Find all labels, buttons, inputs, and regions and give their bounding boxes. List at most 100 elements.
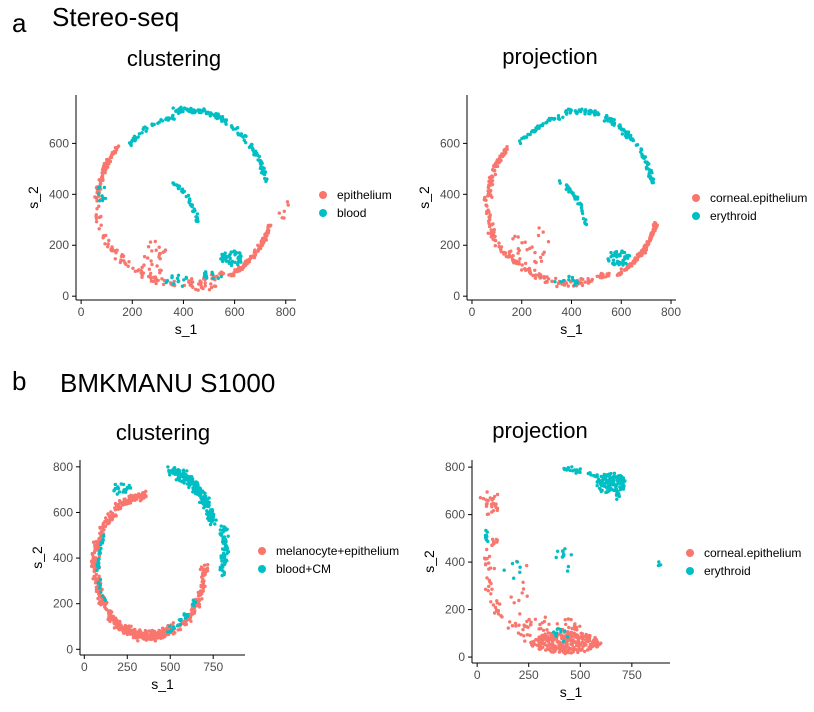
b-projection-x-tick-label: 500 (570, 668, 590, 682)
a-projection-point-1 (634, 143, 639, 147)
b-clustering-point-0 (104, 519, 108, 524)
b-projection-point-0 (589, 645, 593, 649)
a-projection-point-1 (625, 256, 630, 260)
a-clustering-point-0 (99, 214, 103, 219)
a-projection-point-1 (571, 192, 575, 196)
b-clustering-point-1 (117, 490, 122, 494)
b-projection-point-1 (599, 474, 603, 479)
b-projection-point-0 (539, 647, 543, 651)
a-projection-point-0 (586, 277, 590, 281)
a-projection-point-0 (632, 261, 637, 265)
a-clustering-point-1 (260, 165, 265, 170)
b-clustering-point-0 (134, 636, 138, 640)
a-clustering-point-0 (103, 242, 107, 246)
b-clustering-point-0 (91, 540, 96, 544)
a-projection-point-0 (487, 183, 491, 187)
b-projection-point-1 (566, 466, 570, 470)
b-clustering-point-0 (133, 630, 137, 634)
a-clustering-point-0 (227, 273, 231, 277)
b-clustering-point-1 (99, 590, 103, 594)
a-clustering-point-1 (180, 187, 185, 191)
a-projection-point-0 (566, 284, 570, 288)
a-projection-point-1 (532, 128, 536, 133)
a-clustering-point-0 (212, 284, 217, 288)
a-projection-point-0 (489, 230, 494, 235)
b-projection-point-0 (487, 554, 492, 559)
a-projection-point-0 (537, 272, 541, 276)
b-projection-point-0 (487, 578, 491, 582)
b-clustering-point-0 (116, 505, 121, 509)
a-clustering-point-1 (218, 115, 222, 119)
b-projection-point-1 (561, 549, 565, 554)
b-projection-point-0 (574, 643, 579, 648)
a-clustering-point-1 (129, 140, 134, 144)
b-projection-point-0 (481, 496, 486, 501)
b-clustering-point-0 (171, 621, 175, 625)
b-projection-point-0 (533, 642, 537, 646)
b-clustering-y-tick-label: 0 (66, 642, 73, 656)
b-projection-point-0 (551, 646, 556, 651)
b-projection-point-0 (521, 587, 526, 591)
b-projection-y-tick-label: 600 (445, 508, 465, 522)
a-clustering-point-1 (165, 116, 169, 120)
a-clustering-point-0 (265, 229, 269, 234)
b-clustering-point-1 (187, 478, 192, 483)
b-clustering-point-0 (138, 631, 142, 635)
a-projection-point-1 (537, 126, 541, 130)
a-clustering-point-1 (253, 149, 258, 153)
b-clustering-point-1 (193, 600, 198, 604)
b-clustering-point-1 (220, 559, 224, 563)
a-projection-point-0 (533, 259, 537, 264)
b-clustering-point-1 (168, 624, 172, 628)
b-clustering-point-1 (202, 496, 206, 501)
b-clustering-point-1 (98, 586, 102, 590)
b-projection-point-0 (549, 650, 554, 654)
section-title-stereo-seq: Stereo-seq (52, 2, 180, 32)
b-projection-point-0 (509, 595, 513, 599)
b-clustering-legend-key-0 (258, 547, 266, 555)
a-clustering-point-1 (180, 284, 185, 288)
b-projection-point-0 (494, 608, 499, 612)
b-projection-point-1 (563, 629, 567, 633)
b-clustering-point-1 (98, 577, 103, 582)
a-clustering-point-0 (190, 277, 194, 281)
a-projection-point-1 (639, 148, 644, 152)
a-clustering-point-0 (161, 282, 166, 287)
b-projection-point-0 (566, 631, 570, 635)
a-projection-point-1 (643, 155, 648, 159)
b-clustering-point-1 (219, 524, 223, 528)
a-clustering-point-1 (176, 279, 180, 284)
a-clustering-point-0 (277, 211, 281, 215)
b-clustering-title: clustering (116, 420, 210, 445)
b-clustering-point-1 (97, 551, 101, 556)
a-clustering-point-0 (149, 279, 154, 283)
b-clustering-point-1 (96, 566, 101, 570)
b-clustering-y-tick-label: 400 (53, 551, 73, 565)
a-projection-point-1 (580, 209, 584, 213)
a-clustering-point-1 (256, 158, 260, 162)
a-clustering-point-1 (238, 251, 242, 256)
b-projection-point-0 (582, 649, 587, 654)
a-projection-point-1 (528, 132, 532, 137)
b-projection-point-0 (541, 635, 546, 640)
a-clustering-point-0 (121, 254, 126, 258)
a-clustering-point-0 (261, 240, 265, 244)
a-projection-point-0 (583, 280, 587, 284)
a-projection-point-0 (655, 223, 659, 227)
a-clustering-point-0 (98, 182, 103, 186)
a-projection-point-0 (497, 241, 501, 245)
b-projection-y-tick-label: 200 (445, 603, 465, 617)
b-projection-point-1 (611, 479, 616, 483)
a-clustering-x-tick-label: 0 (78, 305, 85, 319)
a-clustering-point-0 (97, 227, 101, 231)
b-clustering-point-1 (208, 522, 213, 527)
b-projection-point-0 (573, 622, 577, 626)
b-projection-point-0 (539, 642, 543, 646)
a-projection-point-0 (502, 153, 506, 157)
a-clustering-point-1 (204, 274, 209, 278)
a-clustering-point-1 (242, 138, 246, 142)
b-clustering-point-1 (207, 496, 211, 500)
b-clustering-point-0 (94, 572, 99, 576)
a-projection-point-1 (650, 179, 654, 183)
a-projection-x-tick-label: 600 (611, 305, 631, 319)
